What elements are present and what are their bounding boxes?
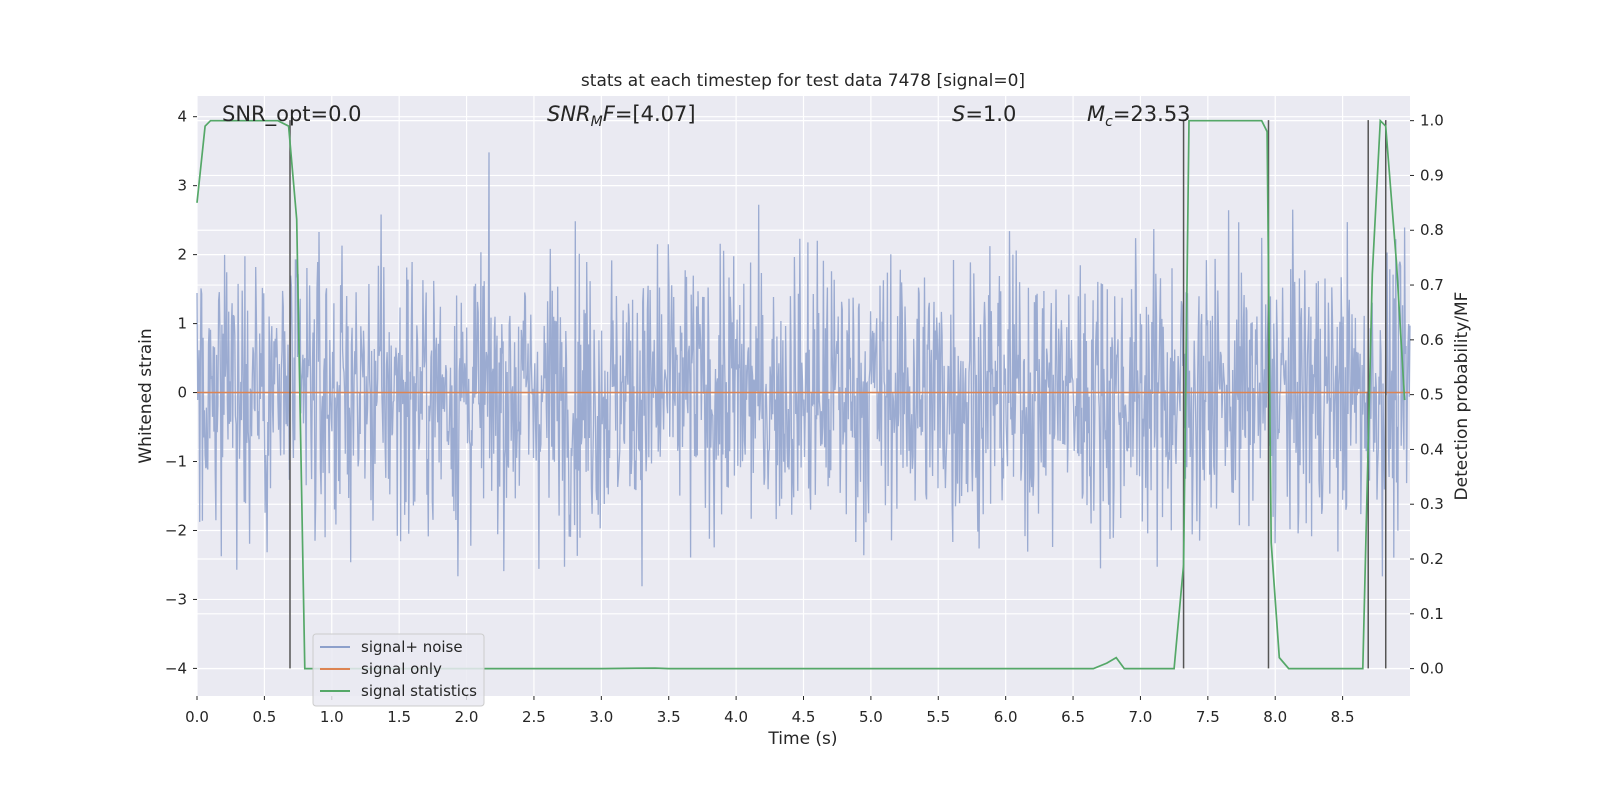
y-right-tick-label: 0.6: [1420, 331, 1444, 349]
annotation-s-value: =1.0: [965, 102, 1016, 126]
x-tick-label: 4.5: [792, 708, 816, 726]
y-right-tick-label: 0.4: [1420, 440, 1444, 458]
y-right-tick-label: 0.5: [1420, 386, 1444, 404]
y-tick-label: 3: [177, 177, 187, 195]
x-tick-label: 7.5: [1196, 708, 1220, 726]
legend-label-signal-statistics: signal statistics: [361, 682, 477, 700]
x-tick-label: 5.5: [926, 708, 950, 726]
y-tick-label: −1: [165, 453, 187, 471]
y-tick-label: 2: [177, 246, 187, 264]
x-tick-label: 4.0: [724, 708, 748, 726]
legend-label-signal-noise: signal+ noise: [361, 638, 463, 656]
annotation-s: S=1.0: [952, 102, 1016, 126]
annotation-snr-opt: SNR_opt=0.0: [222, 102, 362, 127]
x-tick-label: 1.0: [320, 708, 344, 726]
annotation-mc: Mc=23.53: [1087, 102, 1191, 130]
x-tick-label: 2.5: [522, 708, 546, 726]
y-right-tick-label: 0.3: [1420, 495, 1444, 513]
signal-statistics-series: [196, 118, 1406, 670]
x-tick-label: 8.0: [1263, 708, 1287, 726]
annotation-snr-mf: SNRMF=[4.07]: [547, 102, 696, 130]
x-tick-label: 8.5: [1331, 708, 1355, 726]
x-tick-label: 0.0: [185, 708, 209, 726]
y-tick-label: −3: [165, 590, 187, 608]
legend-box: [312, 633, 485, 707]
x-tick-label: 7.0: [1129, 708, 1153, 726]
y-right-tick-label: 0.7: [1420, 276, 1444, 294]
annotation-mc-value: =23.53: [1113, 102, 1191, 126]
signal-noise-series: [196, 152, 1411, 587]
y-right-tick-label: 0.9: [1420, 166, 1444, 184]
y-tick-label: 1: [177, 315, 187, 333]
y-right-tick-label: 0.8: [1420, 221, 1444, 239]
y-axis-label: Whitened strain: [136, 328, 156, 463]
x-tick-label: 6.5: [1061, 708, 1085, 726]
legend: signal+ noise signal only signal statist…: [312, 633, 485, 707]
y-tick-label: −4: [165, 659, 187, 677]
x-tick-label: 5.0: [859, 708, 883, 726]
x-axis-label: Time (s): [767, 729, 837, 749]
y-tick-label: 0: [177, 384, 187, 402]
x-tick-label: 3.5: [657, 708, 681, 726]
y-right-tick-label: 0.1: [1420, 605, 1444, 623]
signal-noise-line: [196, 152, 1411, 587]
x-tick-label: 6.0: [994, 708, 1018, 726]
x-tick-label: 2.0: [455, 708, 479, 726]
chart-title: stats at each timestep for test data 747…: [581, 71, 1025, 91]
x-tick-label: 3.0: [589, 708, 613, 726]
y-tick-label: −2: [165, 521, 187, 539]
tick-labels: 0.0 0.5 1.0 1.5 2.0 2.5 3.0 3.5 4.0 4.5 5.0 5.5 6.0 6…: [165, 108, 1444, 726]
y-tick-label: 4: [177, 108, 187, 126]
legend-label-signal-only: signal only: [361, 660, 442, 678]
y-right-tick-label: 0.0: [1420, 660, 1444, 678]
annotation-snr-mf-value: =[4.07]: [615, 102, 696, 126]
y-right-tick-label: 0.2: [1420, 550, 1444, 568]
y-right-tick-label: 1.0: [1420, 112, 1444, 130]
y-right-axis-label: Detection probability/MF: [1452, 292, 1472, 501]
grid: [196, 96, 1410, 696]
x-tick-label: 0.5: [252, 708, 276, 726]
x-tick-label: 1.5: [387, 708, 411, 726]
